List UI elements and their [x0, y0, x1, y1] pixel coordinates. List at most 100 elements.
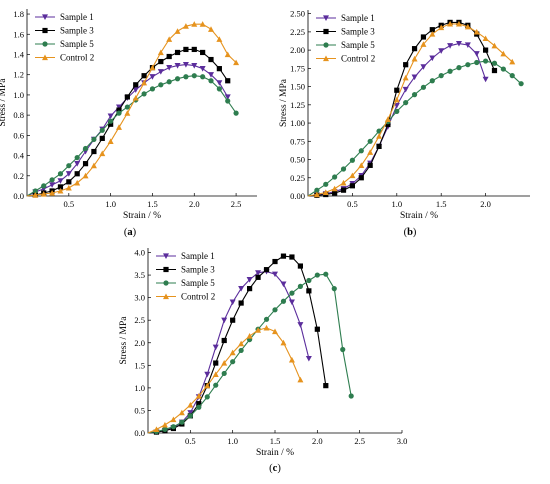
legend-marker	[163, 293, 169, 300]
x-axis-label: Strain / %	[400, 211, 438, 221]
data-point	[124, 110, 131, 116]
data-point	[349, 183, 355, 189]
series-line	[307, 21, 496, 197]
data-point	[376, 128, 382, 134]
data-point	[393, 96, 400, 103]
y-tick-label: 3.0	[134, 293, 145, 303]
series-line	[307, 60, 522, 197]
legend-marker	[42, 27, 48, 34]
data-point	[288, 356, 295, 363]
data-point	[238, 300, 244, 306]
data-point	[199, 21, 206, 27]
y-tick-label: 4.0	[134, 248, 145, 258]
data-point	[82, 172, 89, 179]
data-point	[349, 157, 355, 163]
data-point	[157, 69, 164, 75]
data-point	[340, 346, 346, 353]
data-point	[263, 324, 270, 331]
y-tick-label: 1.00	[290, 118, 305, 128]
data-point	[141, 79, 148, 86]
series-sample-1	[147, 268, 312, 436]
data-point	[491, 67, 498, 74]
legend-label: Sample 5	[60, 39, 94, 49]
data-point	[216, 36, 223, 42]
data-point	[233, 59, 240, 66]
data-point	[200, 74, 206, 80]
data-point	[170, 424, 176, 430]
data-point	[149, 64, 156, 71]
data-point	[224, 51, 231, 58]
data-point	[306, 277, 312, 284]
y-tick-label: 1.6	[13, 29, 24, 39]
data-point	[116, 124, 122, 130]
legend-label: Sample 1	[60, 12, 94, 22]
data-point	[191, 21, 198, 27]
data-point	[455, 40, 462, 47]
data-point	[464, 23, 471, 30]
data-point	[199, 66, 206, 72]
data-point	[306, 288, 312, 294]
data-point	[403, 62, 409, 68]
x-tick-label: 2.0	[189, 199, 200, 209]
data-point	[82, 161, 89, 167]
data-point	[297, 263, 303, 269]
series-line	[147, 255, 327, 434]
data-point	[420, 41, 427, 47]
y-tick-label: 1.50	[290, 82, 305, 92]
series-control-2	[26, 21, 240, 198]
y-tick-label: 3.5	[134, 270, 145, 280]
data-point	[107, 138, 114, 145]
data-point	[473, 28, 480, 35]
data-point	[411, 55, 418, 62]
data-point	[288, 299, 295, 306]
data-point	[465, 62, 471, 68]
data-point	[99, 135, 105, 141]
data-point	[323, 271, 329, 277]
data-point	[99, 150, 106, 157]
legend-label: Control 2	[341, 54, 375, 64]
data-point	[349, 172, 356, 179]
series-sample-5	[26, 73, 239, 197]
data-point	[280, 253, 287, 259]
x-tick-label: 0.5	[64, 199, 75, 209]
data-point	[332, 174, 338, 180]
x-tick-label: 2.0	[480, 199, 491, 209]
data-point	[402, 86, 409, 93]
legend-marker	[163, 266, 169, 273]
data-point	[255, 327, 262, 333]
data-point	[255, 274, 261, 280]
data-point	[204, 394, 210, 400]
data-point	[297, 376, 304, 383]
data-point	[183, 74, 189, 80]
data-point	[272, 328, 278, 335]
data-point	[429, 27, 435, 33]
series-sample-5	[147, 271, 354, 435]
data-point	[49, 177, 55, 183]
y-tick-label: 0.25	[290, 173, 305, 183]
data-point	[221, 360, 228, 366]
data-point	[161, 421, 168, 428]
data-point	[65, 171, 72, 177]
data-point	[208, 56, 214, 63]
data-point	[49, 189, 56, 196]
data-point	[153, 426, 160, 432]
data-point	[246, 332, 253, 339]
data-point	[367, 138, 373, 144]
data-point	[124, 104, 130, 110]
legend-label: Control 2	[60, 53, 94, 63]
data-point	[323, 383, 329, 389]
data-point	[66, 163, 72, 169]
data-point	[149, 74, 156, 80]
y-tick-label: 0.50	[290, 155, 305, 165]
data-point	[500, 66, 506, 72]
data-point	[247, 286, 253, 292]
x-tick-label: 1.0	[391, 199, 402, 209]
x-tick-label: 3.0	[397, 436, 408, 446]
data-point	[340, 187, 347, 193]
legend-label: Sample 3	[341, 27, 375, 37]
data-point	[509, 58, 516, 65]
data-point	[411, 46, 418, 52]
legend-item: Sample 1	[35, 12, 94, 22]
data-point	[238, 286, 245, 292]
